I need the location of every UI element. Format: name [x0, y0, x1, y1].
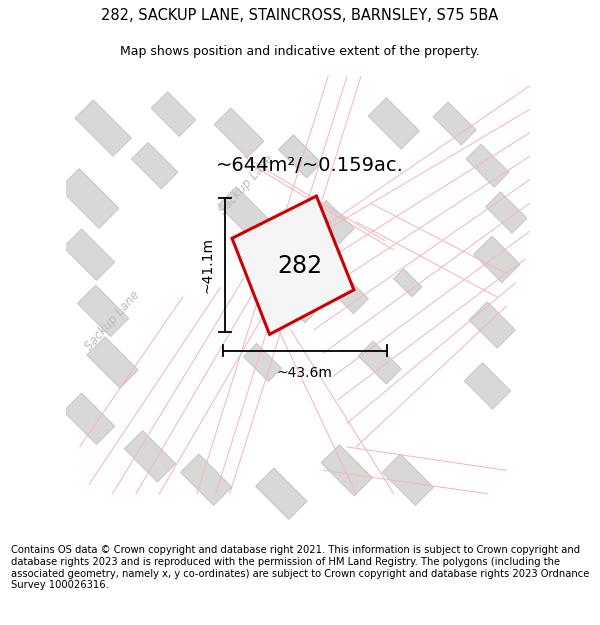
Text: Sackup Lane: Sackup Lane — [216, 152, 276, 217]
Polygon shape — [77, 285, 129, 337]
Polygon shape — [311, 201, 355, 243]
Polygon shape — [358, 341, 401, 384]
Polygon shape — [382, 454, 434, 506]
Polygon shape — [151, 92, 196, 136]
Polygon shape — [433, 102, 476, 145]
Polygon shape — [325, 271, 368, 314]
Polygon shape — [232, 196, 354, 334]
Polygon shape — [466, 144, 509, 187]
Polygon shape — [394, 269, 422, 297]
Polygon shape — [64, 229, 115, 281]
Polygon shape — [485, 192, 527, 233]
Text: ~644m²/~0.159ac.: ~644m²/~0.159ac. — [215, 156, 403, 175]
Polygon shape — [278, 135, 322, 178]
Polygon shape — [87, 337, 138, 388]
Polygon shape — [368, 98, 419, 149]
Polygon shape — [321, 444, 373, 496]
Polygon shape — [464, 362, 511, 409]
Polygon shape — [256, 468, 307, 519]
Polygon shape — [218, 187, 269, 238]
Text: ~43.6m: ~43.6m — [277, 366, 332, 380]
Polygon shape — [59, 169, 119, 228]
Text: 282, SACKUP LANE, STAINCROSS, BARNSLEY, S75 5BA: 282, SACKUP LANE, STAINCROSS, BARNSLEY, … — [101, 8, 499, 23]
Polygon shape — [473, 236, 520, 282]
Polygon shape — [124, 431, 176, 482]
Text: Map shows position and indicative extent of the property.: Map shows position and indicative extent… — [120, 45, 480, 58]
Polygon shape — [181, 454, 232, 506]
Text: 282: 282 — [277, 254, 323, 278]
Polygon shape — [214, 108, 264, 158]
Polygon shape — [469, 302, 515, 348]
Polygon shape — [244, 344, 281, 381]
Text: ~41.1m: ~41.1m — [200, 238, 214, 293]
Polygon shape — [283, 289, 317, 323]
Polygon shape — [75, 100, 131, 156]
Polygon shape — [64, 393, 115, 444]
Text: Contains OS data © Crown copyright and database right 2021. This information is : Contains OS data © Crown copyright and d… — [11, 545, 589, 590]
Polygon shape — [131, 142, 178, 189]
Text: Sackup Lane: Sackup Lane — [82, 288, 143, 352]
